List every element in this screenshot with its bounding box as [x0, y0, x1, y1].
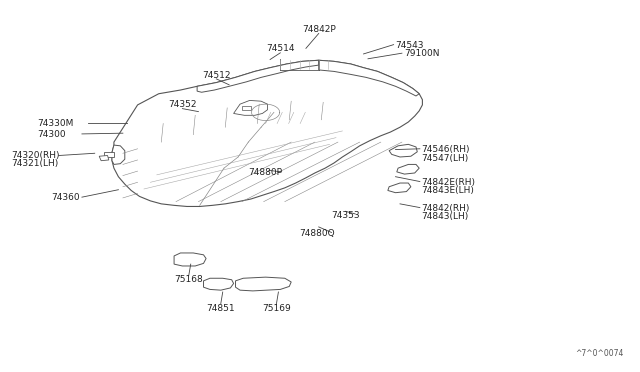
- Polygon shape: [397, 164, 419, 174]
- Text: 74330M: 74330M: [37, 119, 74, 128]
- Polygon shape: [112, 60, 422, 206]
- Text: ^7^0^0074: ^7^0^0074: [575, 349, 624, 358]
- Text: 74842(RH): 74842(RH): [421, 204, 470, 213]
- Polygon shape: [388, 183, 411, 193]
- Text: 74543: 74543: [396, 41, 424, 50]
- Polygon shape: [104, 152, 114, 157]
- Polygon shape: [174, 253, 206, 266]
- Polygon shape: [242, 106, 251, 110]
- Text: 75169: 75169: [262, 304, 291, 312]
- Polygon shape: [204, 278, 234, 290]
- Text: 74880Q: 74880Q: [300, 229, 335, 238]
- Text: 74360: 74360: [51, 193, 80, 202]
- Text: 79100N: 79100N: [404, 49, 440, 58]
- Text: 74514: 74514: [266, 44, 294, 53]
- Text: 74843E(LH): 74843E(LH): [421, 186, 474, 195]
- Text: 74320(RH): 74320(RH): [12, 151, 60, 160]
- Text: 74352: 74352: [168, 100, 196, 109]
- Text: 74512: 74512: [202, 71, 230, 80]
- Text: 74843(LH): 74843(LH): [421, 212, 468, 221]
- Polygon shape: [236, 277, 291, 291]
- Text: 74842E(RH): 74842E(RH): [421, 178, 475, 187]
- Polygon shape: [234, 100, 268, 115]
- Text: 74546(RH): 74546(RH): [421, 145, 470, 154]
- Text: 74321(LH): 74321(LH): [12, 159, 59, 168]
- Polygon shape: [389, 144, 417, 157]
- Polygon shape: [99, 155, 109, 161]
- Text: 74851: 74851: [207, 304, 235, 312]
- Text: 74880P: 74880P: [248, 169, 282, 177]
- Text: 74353: 74353: [332, 211, 360, 219]
- Text: 75168: 75168: [175, 275, 203, 284]
- Polygon shape: [319, 60, 419, 96]
- Text: 74547(LH): 74547(LH): [421, 154, 468, 163]
- Polygon shape: [112, 145, 125, 164]
- Text: 74300: 74300: [37, 130, 66, 139]
- Polygon shape: [197, 60, 319, 92]
- Text: 74842P: 74842P: [302, 25, 335, 33]
